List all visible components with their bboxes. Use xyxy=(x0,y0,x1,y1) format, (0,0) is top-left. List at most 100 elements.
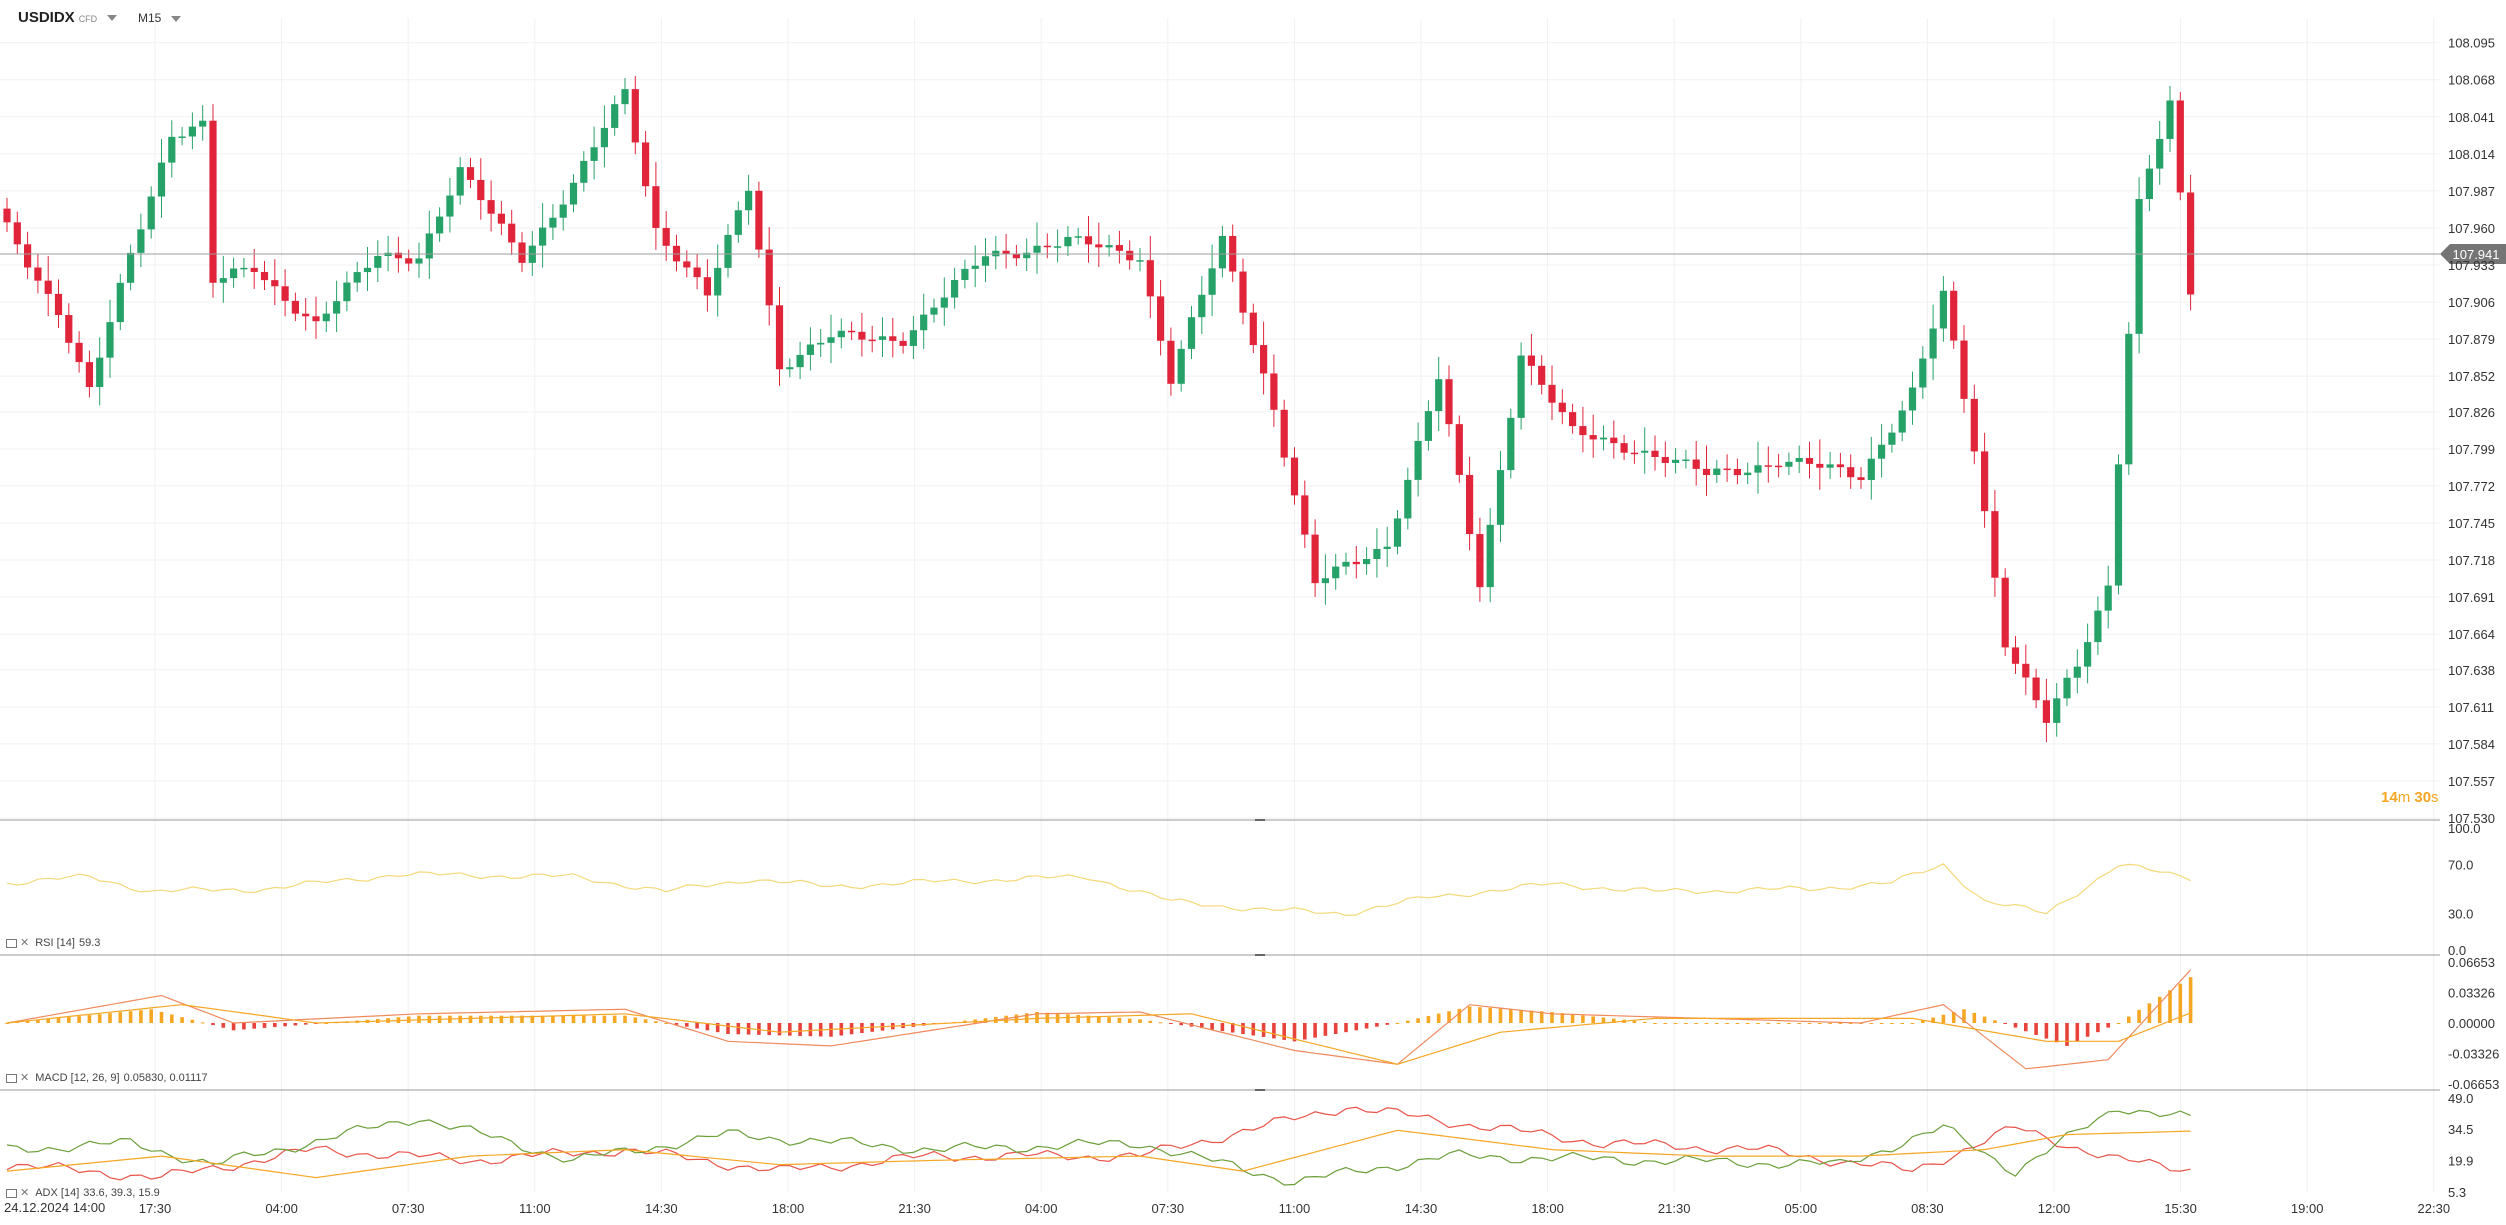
macd-histogram-bar xyxy=(509,1015,514,1023)
candle xyxy=(652,161,660,250)
chevron-down-icon xyxy=(107,15,118,22)
candle-body xyxy=(1311,534,1319,584)
settings-icon[interactable] xyxy=(6,1188,17,1198)
candle-body xyxy=(1507,417,1515,471)
candle-body xyxy=(1620,443,1628,453)
candle-body xyxy=(1404,479,1412,519)
settings-icon[interactable] xyxy=(6,1073,17,1083)
candle xyxy=(1682,449,1690,469)
macd-histogram-bar xyxy=(602,1015,607,1023)
x-tick-label: 22:30 xyxy=(2418,1201,2451,1216)
macd-title: MACD xyxy=(35,1072,68,1084)
candle xyxy=(2011,636,2020,674)
candle-body xyxy=(1033,245,1041,253)
macd-histogram-bar xyxy=(1200,1023,1204,1029)
adx-params: [14] xyxy=(60,1187,80,1199)
rsi-legend[interactable]: ✕ RSI [14] 59.3 xyxy=(6,936,100,949)
macd-histogram-bar xyxy=(520,1015,524,1023)
candle-body xyxy=(209,120,217,283)
current-price-tag xyxy=(2440,244,2506,265)
candle-body xyxy=(1569,412,1577,427)
candle xyxy=(1054,229,1062,263)
rsi-value: 59.3 xyxy=(78,937,101,949)
candle-body xyxy=(1816,463,1824,468)
y-tick-label: 107.718 xyxy=(2448,553,2495,568)
candle-body xyxy=(683,261,691,268)
macd-histogram-bar xyxy=(1323,1023,1328,1036)
candle-body xyxy=(1023,252,1031,259)
candle xyxy=(44,255,52,317)
candle-body xyxy=(827,337,835,343)
candle xyxy=(1878,423,1886,478)
macd-histogram-bar xyxy=(798,1023,802,1036)
candle xyxy=(1260,321,1268,395)
candle xyxy=(992,236,1000,270)
symbol-label: USDIDX xyxy=(18,9,75,26)
candle xyxy=(786,358,794,378)
candle-body xyxy=(1723,468,1731,471)
candle xyxy=(3,197,11,232)
candle xyxy=(374,240,382,282)
candle xyxy=(312,296,320,339)
macd-histogram-bar xyxy=(2188,977,2193,1023)
candle-body xyxy=(24,244,32,268)
macd-histogram-bar xyxy=(231,1023,236,1031)
candle xyxy=(1157,280,1165,356)
macd-histogram-bar xyxy=(767,1023,771,1036)
macd-legend[interactable]: ✕ MACD [12, 26, 9] 0.05830, 0.01117 xyxy=(6,1071,208,1084)
candle-body xyxy=(1486,524,1494,588)
candle xyxy=(745,174,753,225)
candle-body xyxy=(2001,577,2009,648)
macd-histogram-bar xyxy=(1910,1023,1915,1024)
symbol-selector[interactable]: USDIDX CFD xyxy=(18,9,118,26)
macd-histogram-bar xyxy=(468,1015,473,1023)
macd-histogram-bar xyxy=(1014,1014,1019,1023)
close-icon[interactable]: ✕ xyxy=(20,1187,30,1199)
macd-histogram-bar xyxy=(1993,1020,1997,1023)
candle xyxy=(961,259,969,289)
candle-body xyxy=(2125,333,2133,465)
macd-histogram-bar xyxy=(623,1015,627,1023)
macd-histogram-bar xyxy=(1776,1023,1781,1024)
di-plus-value: 39.3 xyxy=(110,1187,133,1199)
candle-body xyxy=(878,336,887,340)
candle-body xyxy=(1857,477,1865,480)
candle-body xyxy=(1898,410,1906,433)
candle-body xyxy=(374,255,382,268)
candle xyxy=(1002,234,1010,269)
candle xyxy=(250,249,258,289)
y-tick-label: 100.0 xyxy=(2448,821,2481,836)
macd-histogram-bar xyxy=(2044,1023,2049,1039)
candle-body xyxy=(1435,379,1443,412)
candle xyxy=(1569,403,1577,434)
candle xyxy=(889,317,897,358)
candle-body xyxy=(2011,647,2020,664)
candle-body xyxy=(1795,457,1803,462)
candle xyxy=(1229,224,1237,282)
candle xyxy=(1888,423,1896,453)
candle xyxy=(1311,519,1319,597)
candle-body xyxy=(333,301,341,314)
macd-histogram-bar xyxy=(695,1023,699,1029)
close-icon[interactable]: ✕ xyxy=(20,1072,30,1084)
macd-histogram-bar xyxy=(561,1015,565,1023)
candle-body xyxy=(240,267,248,270)
close-icon[interactable]: ✕ xyxy=(20,937,30,949)
candle-body xyxy=(137,229,145,253)
macd-histogram-bar xyxy=(2003,1023,2007,1024)
candle xyxy=(1414,422,1422,497)
macd-histogram-bar xyxy=(1138,1019,1142,1023)
macd-histogram-bar xyxy=(1745,1023,1750,1024)
start-time: 14:00 xyxy=(72,1200,106,1215)
timeframe-selector[interactable]: M15 xyxy=(138,11,182,25)
candle-body xyxy=(889,336,897,341)
settings-icon[interactable] xyxy=(6,938,17,948)
candle xyxy=(569,174,578,213)
candle-body xyxy=(219,278,227,283)
adx-legend[interactable]: ✕ ADX [14] 33.6, 39.3, 15.9 xyxy=(6,1186,160,1199)
candle xyxy=(1074,227,1082,245)
candle-body xyxy=(1805,457,1814,464)
candle-body xyxy=(1672,459,1680,463)
current-price-label: 107.941 xyxy=(2453,247,2500,262)
